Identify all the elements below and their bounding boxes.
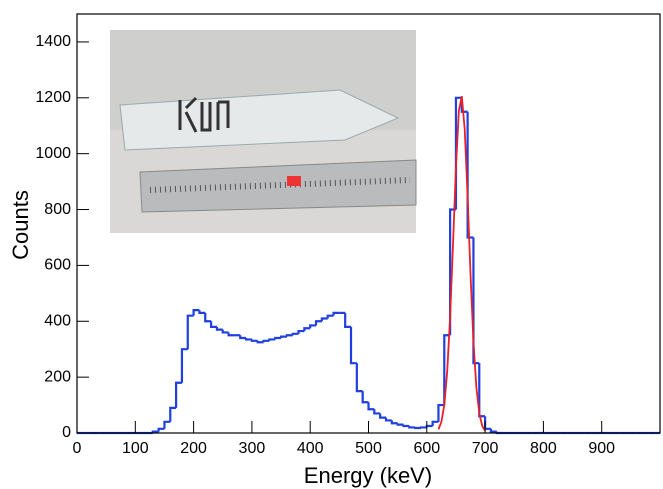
- histogram-bin: [204, 312, 212, 323]
- histogram-bin: [279, 335, 287, 339]
- histogram-bin: [314, 320, 322, 326]
- x-axis-title: Energy (keV): [304, 463, 432, 488]
- x-tick-label: 0: [73, 440, 82, 457]
- x-tick-label: 900: [588, 440, 615, 457]
- histogram-bin: [221, 329, 229, 334]
- x-tick-label: 100: [122, 440, 149, 457]
- x-tick-label: 300: [239, 440, 266, 457]
- histogram-bin: [384, 417, 392, 422]
- y-tick-label: 1200: [35, 89, 71, 106]
- histogram-bin: [443, 334, 451, 406]
- x-tick-label: 200: [180, 440, 207, 457]
- histogram-bin: [297, 329, 305, 334]
- histogram-bin: [186, 314, 194, 350]
- handwriting: [178, 96, 230, 133]
- histogram-bin: [244, 338, 252, 341]
- histogram-bin: [437, 403, 445, 422]
- histogram-bin: [332, 311, 340, 316]
- histogram-bin: [355, 363, 363, 393]
- histogram-bin: [373, 409, 381, 415]
- histogram-bin: [285, 334, 293, 337]
- histogram-bin: [157, 427, 165, 432]
- ruler-red-mark: [287, 176, 301, 186]
- histogram-bin: [326, 314, 334, 319]
- histogram-bin: [291, 332, 299, 336]
- histogram-bin: [175, 381, 182, 408]
- histogram-bin: [379, 413, 386, 419]
- histogram-bin: [169, 406, 177, 422]
- ruler: [139, 159, 417, 213]
- histogram-bin: [367, 402, 375, 411]
- histogram-bin: [239, 335, 247, 340]
- histogram-bin: [198, 310, 206, 314]
- histogram-bin: [209, 321, 217, 328]
- histogram-bin: [414, 426, 421, 430]
- histogram-bin: [349, 326, 357, 365]
- y-tick-label: 1000: [35, 145, 71, 162]
- histogram-bin: [180, 348, 188, 383]
- histogram-bin: [215, 326, 223, 331]
- histogram-bin: [192, 308, 200, 316]
- histogram-bin: [466, 111, 474, 239]
- histogram-bin: [489, 428, 497, 433]
- histogram-bin: [390, 420, 398, 425]
- histogram-bin: [361, 391, 369, 404]
- histogram-bin: [227, 332, 235, 337]
- histogram-bin: [250, 339, 258, 342]
- histogram-bin: [303, 327, 311, 332]
- ruler-marks: [149, 177, 411, 193]
- histogram-bin: [472, 237, 480, 365]
- x-tick-label: 700: [472, 440, 499, 457]
- histogram-bin: [344, 312, 352, 328]
- x-tick-label: 600: [413, 440, 440, 457]
- y-tick-label: 200: [44, 368, 71, 385]
- x-tick-label: 400: [297, 440, 324, 457]
- histogram-bin: [268, 338, 276, 341]
- y-axis-title: Counts: [8, 190, 33, 260]
- y-tick-label: 0: [62, 424, 71, 441]
- histogram-bin: [262, 339, 270, 343]
- histogram-bin: [256, 340, 264, 344]
- histogram-bin: [320, 317, 328, 322]
- y-tick-label: 400: [44, 312, 71, 329]
- y-tick-label: 800: [44, 201, 71, 218]
- x-tick-label: 500: [355, 440, 382, 457]
- histogram-bin: [431, 420, 439, 427]
- histogram-bin: [402, 424, 410, 428]
- y-tick-label: 600: [44, 257, 71, 274]
- y-tick-label: 1400: [35, 33, 71, 50]
- histogram-bin: [408, 426, 416, 429]
- histogram-bin: [396, 423, 404, 426]
- histogram-bin: [274, 336, 282, 340]
- fit-curve: [437, 95, 486, 432]
- histogram-bin: [309, 324, 317, 329]
- inset-photo: [110, 30, 417, 233]
- histogram-bin: [163, 420, 171, 429]
- histogram-bin: [419, 426, 427, 429]
- x-tick-label: 800: [530, 440, 557, 457]
